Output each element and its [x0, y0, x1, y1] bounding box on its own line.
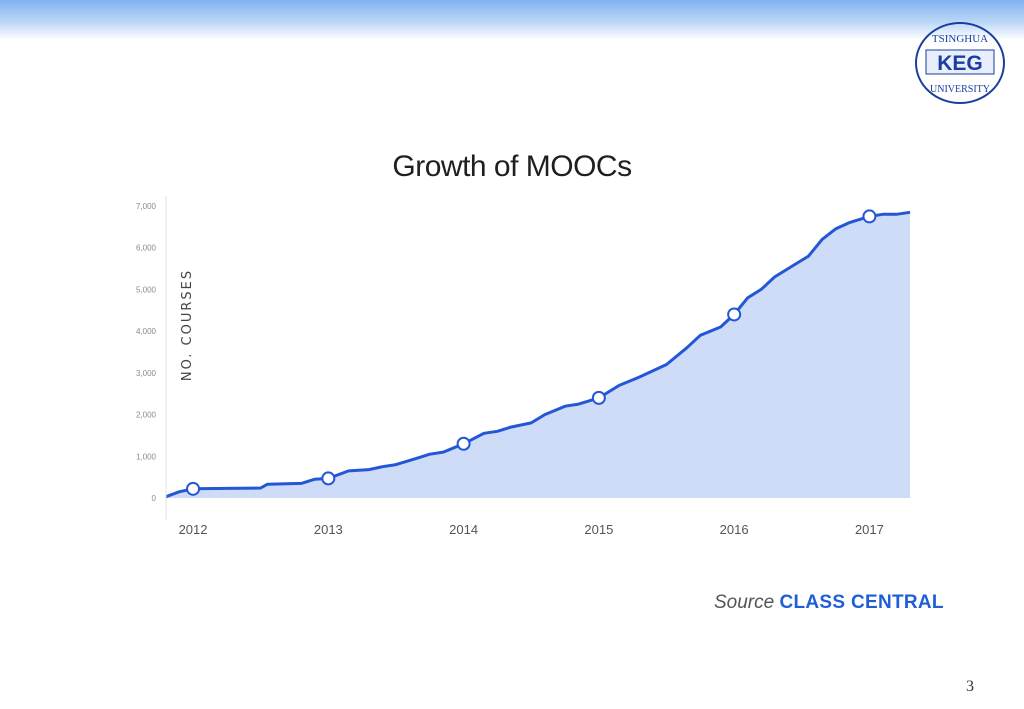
header-band — [0, 0, 1024, 40]
data-marker — [321, 471, 336, 486]
chart-title: Growth of MOOCs — [392, 150, 632, 183]
x-tick-label: 2017 — [855, 522, 884, 537]
source-label: Source — [714, 592, 775, 613]
y-tick-label: 2,000 — [136, 411, 157, 420]
y-tick-label: 6,000 — [136, 244, 157, 253]
growth-chart: 0 1,000 2,000 3,000 4,000 5,000 6,000 7,000 2012… — [136, 196, 911, 537]
area-fill — [166, 212, 910, 499]
x-tick-label: 2014 — [449, 522, 478, 537]
page-number: 3 — [966, 678, 974, 695]
logo-text-mid: KEG — [937, 52, 983, 75]
data-marker — [862, 209, 877, 224]
y-tick-label: 3,000 — [136, 369, 157, 378]
x-tick-label: 2016 — [720, 522, 749, 537]
data-marker — [456, 436, 471, 451]
logo-text-bottom: UNIVERSITY — [930, 84, 990, 95]
y-tick-label: 4,000 — [136, 327, 157, 336]
data-marker — [186, 481, 201, 496]
data-marker — [591, 390, 606, 405]
source-credit: Source CLASS CENTRAL — [714, 592, 944, 614]
y-tick-label: 1,000 — [136, 452, 157, 461]
logo-text-top: TSINGHUA — [932, 33, 988, 45]
data-marker — [727, 307, 742, 322]
series-line — [165, 210, 911, 499]
tsinghua-keg-logo: TSINGHUA KEG UNIVERSITY — [915, 22, 1005, 104]
x-tick-label: 2015 — [584, 522, 613, 537]
y-tick-label: 5,000 — [136, 285, 157, 294]
y-tick-label: 7,000 — [136, 202, 157, 211]
x-tick-label: 2012 — [179, 522, 208, 537]
x-tick-label: 2013 — [314, 522, 343, 537]
y-tick-label: 0 — [152, 494, 157, 503]
source-brand: CLASS CENTRAL — [779, 592, 944, 613]
y-axis-label: NO. COURSES — [180, 269, 195, 381]
